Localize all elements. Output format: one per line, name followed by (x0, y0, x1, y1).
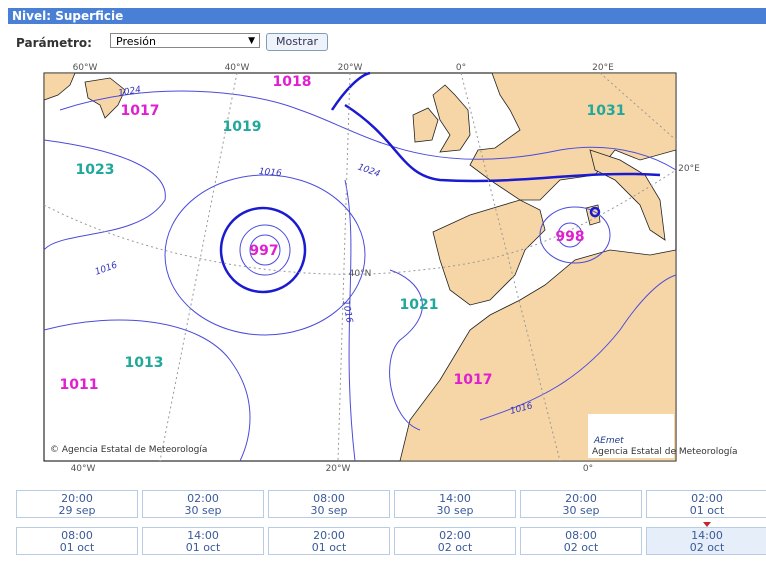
lon-label: 0° (583, 464, 593, 474)
pressure-label: 1019 (223, 119, 262, 135)
pressure-label: 998 (555, 229, 584, 245)
lat-label: 40°N (349, 269, 372, 279)
lon-label: 40°W (71, 464, 96, 474)
show-button[interactable]: Mostrar (266, 33, 328, 51)
lon-label: 0° (456, 63, 466, 73)
section-header: Nivel: Superficie (8, 8, 766, 24)
time-button[interactable]: 20:00 01 oct (268, 527, 390, 555)
time-time: 14:00 (187, 529, 219, 542)
pressure-label: 997 (249, 243, 278, 259)
time-time: 08:00 (565, 529, 597, 542)
pressure-label: 1011 (60, 377, 99, 393)
lon-label: 20°E (678, 164, 700, 174)
time-date: 30 sep (184, 504, 222, 517)
time-date: 01 oct (689, 504, 725, 517)
time-button[interactable]: 08:00 02 oct (520, 527, 642, 555)
time-button[interactable]: 08:00 01 oct (16, 527, 138, 555)
lon-label: 20°E (592, 63, 614, 73)
pressure-label: 1031 (587, 103, 626, 119)
time-time: 14:00 (439, 492, 471, 505)
time-button[interactable]: 20:00 29 sep (16, 490, 138, 518)
param-select[interactable]: Presión ▼ (110, 33, 260, 48)
thick-isobars (219, 71, 661, 294)
isobar-label: 1016 (340, 300, 354, 325)
pressure-label: 1013 (125, 355, 164, 371)
time-time: 02:00 (439, 529, 471, 542)
time-button[interactable]: 08:00 30 sep (268, 490, 390, 518)
time-button[interactable]: 14:00 30 sep (394, 490, 516, 518)
time-time: 20:00 (565, 492, 597, 505)
time-date: 29 sep (58, 504, 96, 517)
land (43, 72, 677, 462)
isobars (43, 90, 677, 462)
pressure-label: 1021 (400, 297, 439, 313)
time-date: 02 oct (689, 541, 725, 554)
pressure-label: 1017 (121, 103, 160, 119)
time-time: 14:00 (691, 529, 723, 542)
time-date: 02 oct (563, 541, 599, 554)
lon-label: 60°W (73, 63, 98, 73)
logo-box (588, 414, 674, 458)
time-date: 01 oct (59, 541, 95, 554)
credit: © Agencia Estatal de Meteorología (50, 445, 207, 455)
time-time: 08:00 (61, 529, 93, 542)
time-time: 02:00 (187, 492, 219, 505)
graticule (43, 72, 677, 462)
time-date: 30 sep (436, 504, 474, 517)
isobar-label: 1016 (258, 167, 282, 179)
time-time: 08:00 (313, 492, 345, 505)
time-button[interactable]: 14:00 01 oct (142, 527, 264, 555)
lon-label: 40°W (225, 63, 250, 73)
time-button[interactable]: 02:00 02 oct (394, 527, 516, 555)
time-date: 02 oct (437, 541, 473, 554)
time-time: 20:00 (61, 492, 93, 505)
time-time: 20:00 (313, 529, 345, 542)
pressure-label: 1023 (76, 162, 115, 178)
param-label: Parámetro: (16, 36, 92, 50)
time-time: 02:00 (691, 492, 723, 505)
time-button[interactable]: 14:00 02 oct (646, 527, 766, 555)
time-button[interactable]: 02:00 01 oct (646, 490, 766, 518)
time-date: 01 oct (311, 541, 347, 554)
lon-label: 20°W (338, 63, 363, 73)
time-date: 30 sep (310, 504, 348, 517)
select-value: Presión (116, 35, 156, 48)
lon-label: 20°W (326, 464, 351, 474)
pressure-label: 1018 (273, 74, 312, 90)
isobar-label: 1024 (118, 85, 143, 99)
time-date: 30 sep (562, 504, 600, 517)
logo-caption: Agencia Estatal de Meteorología (592, 447, 738, 457)
selected-marker (703, 522, 711, 527)
time-button[interactable]: 20:00 30 sep (520, 490, 642, 518)
logo: AEmet (593, 436, 624, 446)
pressure-label: 1017 (454, 372, 493, 388)
time-date: 01 oct (185, 541, 221, 554)
time-button[interactable]: 02:00 30 sep (142, 490, 264, 518)
